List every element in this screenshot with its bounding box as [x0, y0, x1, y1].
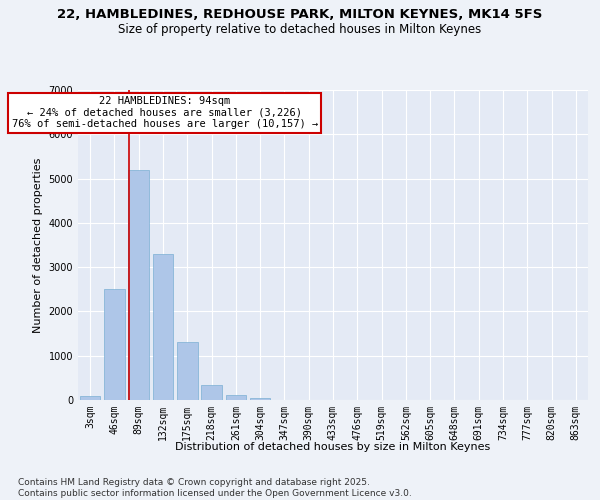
Text: Distribution of detached houses by size in Milton Keynes: Distribution of detached houses by size … [175, 442, 491, 452]
Text: Size of property relative to detached houses in Milton Keynes: Size of property relative to detached ho… [118, 22, 482, 36]
Y-axis label: Number of detached properties: Number of detached properties [33, 158, 43, 332]
Bar [104, 290, 125, 400]
Bar [201, 384, 222, 400]
Bar [80, 396, 100, 400]
Bar [128, 170, 149, 400]
Bar [226, 394, 246, 400]
Bar [250, 398, 271, 400]
Bar [177, 342, 197, 400]
Bar [152, 254, 173, 400]
Text: 22 HAMBLEDINES: 94sqm
← 24% of detached houses are smaller (3,226)
76% of semi-d: 22 HAMBLEDINES: 94sqm ← 24% of detached … [11, 96, 318, 130]
Text: Contains HM Land Registry data © Crown copyright and database right 2025.
Contai: Contains HM Land Registry data © Crown c… [18, 478, 412, 498]
Text: 22, HAMBLEDINES, REDHOUSE PARK, MILTON KEYNES, MK14 5FS: 22, HAMBLEDINES, REDHOUSE PARK, MILTON K… [58, 8, 542, 20]
